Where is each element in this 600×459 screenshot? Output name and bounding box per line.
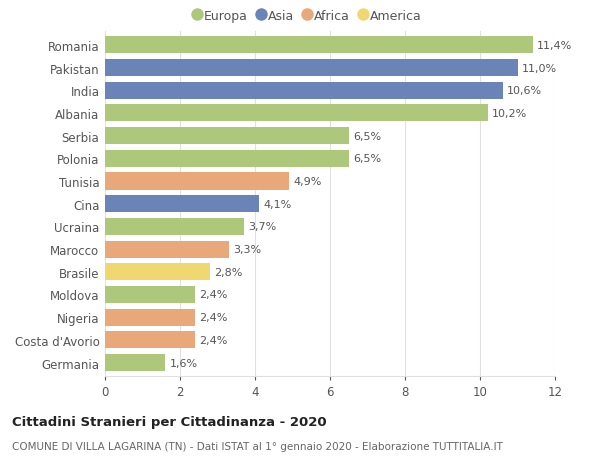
Bar [105,151,349,168]
Legend: Europa, Asia, Africa, America: Europa, Asia, Africa, America [194,10,421,22]
Text: 11,0%: 11,0% [522,63,557,73]
Text: 4,1%: 4,1% [263,199,292,209]
Text: 2,4%: 2,4% [199,290,228,300]
Bar [105,332,195,349]
Text: 3,7%: 3,7% [248,222,277,232]
Text: 11,4%: 11,4% [537,41,572,50]
Bar [105,60,517,77]
Bar [105,286,195,303]
Text: 3,3%: 3,3% [233,245,262,255]
Text: 2,4%: 2,4% [199,313,228,323]
Text: 1,6%: 1,6% [170,358,197,368]
Text: 6,5%: 6,5% [353,154,382,164]
Text: COMUNE DI VILLA LAGARINA (TN) - Dati ISTAT al 1° gennaio 2020 - Elaborazione TUT: COMUNE DI VILLA LAGARINA (TN) - Dati IST… [12,441,503,451]
Bar [105,354,165,371]
Text: Cittadini Stranieri per Cittadinanza - 2020: Cittadini Stranieri per Cittadinanza - 2… [12,415,326,428]
Text: 10,2%: 10,2% [492,109,527,119]
Bar [105,83,503,100]
Text: 2,8%: 2,8% [215,267,243,277]
Bar [105,241,229,258]
Text: 6,5%: 6,5% [353,131,382,141]
Text: 2,4%: 2,4% [199,335,228,345]
Bar [105,196,259,213]
Bar [105,128,349,145]
Text: 10,6%: 10,6% [507,86,542,96]
Bar [105,218,244,235]
Bar [105,105,487,122]
Bar [105,264,210,281]
Bar [105,173,289,190]
Text: 4,9%: 4,9% [293,177,322,187]
Bar [105,37,533,54]
Bar [105,309,195,326]
